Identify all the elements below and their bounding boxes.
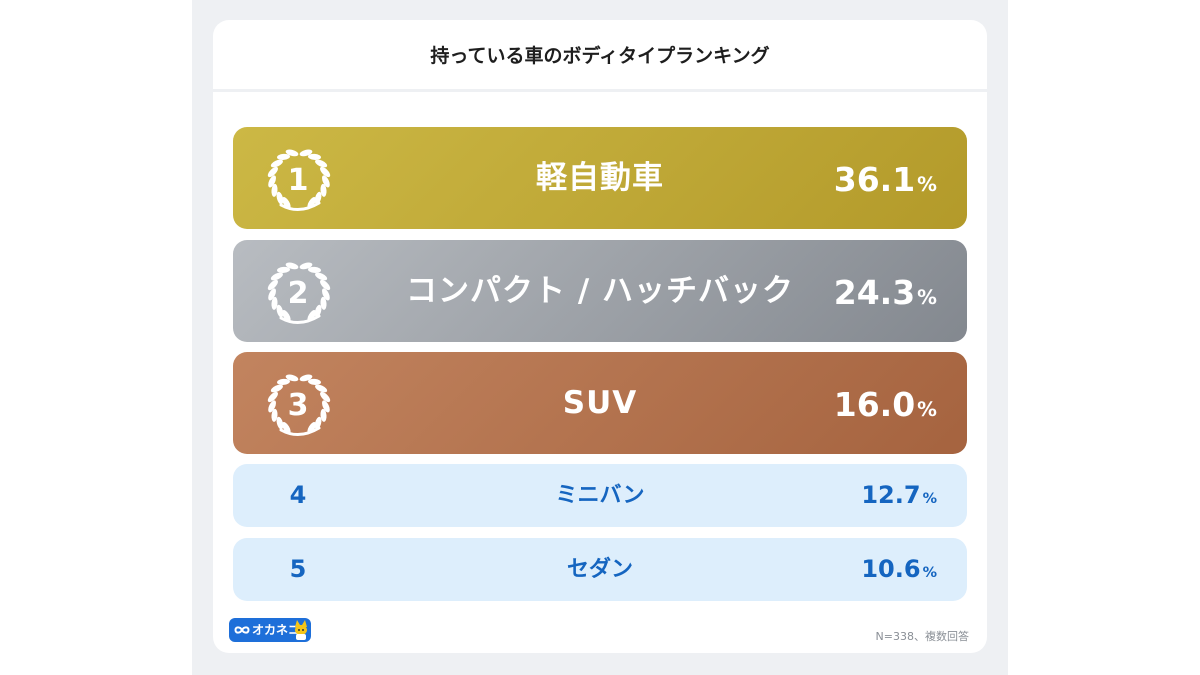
laurel-leaf — [268, 288, 276, 301]
sample-size-note: N=338、複数回答 — [875, 630, 969, 643]
laurel-leaf — [322, 400, 330, 413]
laurel-leaf — [285, 149, 299, 157]
laurel-leaf — [276, 304, 284, 318]
laurel-leaf — [320, 408, 327, 422]
percentage-value: 24.3% — [833, 273, 937, 312]
laurel-leaf — [314, 416, 322, 430]
ranking-row-2: 2 コンパクト / ハッチバック 24.3% — [233, 240, 967, 342]
laurel-leaf — [282, 197, 291, 209]
laurel-leaf — [320, 391, 331, 403]
category-label: 軽自動車 — [536, 160, 664, 196]
laurel-leaf — [271, 408, 278, 422]
laurel-leaf — [322, 288, 330, 301]
ranking-row-4: 4 ミニバン 12.7% — [233, 464, 967, 527]
laurel-leaf — [315, 159, 328, 168]
rank-number: 1 — [287, 163, 309, 198]
laurel-leaf — [314, 304, 322, 318]
laurel-ribbon — [279, 314, 321, 324]
category-label: SUV — [562, 385, 638, 421]
rank-number: 2 — [287, 276, 309, 311]
laurel-wreath-icon — [267, 262, 331, 324]
percentage-value: 12.7% — [861, 481, 937, 509]
laurel-wreath-icon — [267, 374, 331, 436]
ranking-row-3: 3 SUV 16.0% — [233, 352, 967, 454]
laurel-leaf — [308, 266, 321, 273]
laurel-ribbon — [279, 201, 321, 211]
laurel-leaf — [277, 378, 290, 385]
laurel-leaf — [271, 183, 278, 197]
laurel-leaf — [276, 416, 284, 430]
percentage-value: 36.1% — [833, 160, 937, 199]
rank-number: 3 — [287, 388, 309, 423]
percentage-value: 16.0% — [833, 385, 937, 424]
rank-number: 4 — [289, 481, 307, 509]
chart-title: 持っている車のボディタイプランキング — [430, 45, 770, 67]
laurel-leaf — [277, 266, 290, 273]
laurel-leaf — [282, 422, 291, 434]
ranking-card: 持っている車のボディタイプランキング 1 軽自動車 36.1% 2 コンパクト … — [213, 20, 987, 653]
category-label: セダン — [566, 557, 633, 582]
laurel-leaf — [299, 149, 313, 157]
laurel-leaf — [267, 166, 278, 178]
laurel-leaf — [270, 384, 283, 393]
ranking-row-1: 1 軽自動車 36.1% — [233, 127, 967, 229]
laurel-leaf — [267, 279, 278, 291]
laurel-leaf — [308, 378, 321, 385]
category-label: ミニバン — [555, 483, 645, 508]
laurel-leaf — [320, 296, 327, 310]
percentage-value: 10.6% — [861, 555, 937, 583]
laurel-leaf — [268, 400, 276, 413]
laurel-leaf — [315, 384, 328, 393]
rank-number: 5 — [289, 555, 307, 583]
cat-mascot-icon — [295, 620, 307, 640]
laurel-leaf — [307, 310, 316, 322]
laurel-leaf — [308, 153, 321, 160]
ranking-row-5: 5 セダン 10.6% — [233, 538, 967, 601]
laurel-leaf — [320, 183, 327, 197]
laurel-leaf — [285, 262, 299, 270]
laurel-leaf — [268, 175, 276, 188]
laurel-wreath-icon — [267, 149, 331, 211]
laurel-leaf — [307, 422, 316, 434]
laurel-leaf — [282, 310, 291, 322]
laurel-leaf — [320, 279, 331, 291]
laurel-ribbon — [279, 426, 321, 436]
infinity-icon — [234, 626, 250, 634]
laurel-leaf — [271, 296, 278, 310]
laurel-leaf — [314, 191, 322, 205]
laurel-leaf — [307, 197, 316, 209]
laurel-leaf — [315, 272, 328, 281]
title-divider — [213, 89, 987, 92]
laurel-leaf — [320, 166, 331, 178]
laurel-leaf — [270, 272, 283, 281]
laurel-leaf — [322, 175, 330, 188]
laurel-leaf — [276, 191, 284, 205]
logo-text: オカネコ — [252, 623, 300, 637]
laurel-leaf — [267, 391, 278, 403]
laurel-leaf — [285, 374, 299, 382]
laurel-leaf — [299, 262, 313, 270]
category-label: コンパクト / ハッチバック — [406, 273, 794, 309]
laurel-leaf — [299, 374, 313, 382]
okaneko-logo: オカネコ — [229, 618, 311, 642]
laurel-leaf — [270, 159, 283, 168]
laurel-leaf — [277, 153, 290, 160]
